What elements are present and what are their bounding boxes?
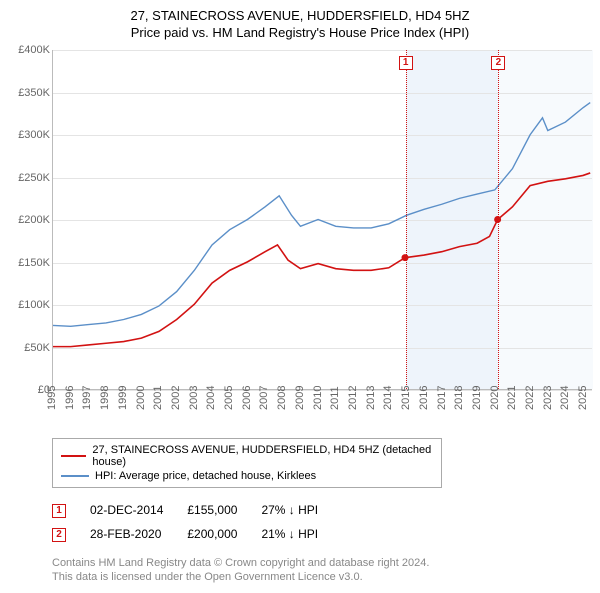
sale-delta: 21% ↓ HPI: [261, 522, 342, 546]
sale-date: 02-DEC-2014: [90, 498, 187, 522]
x-tick-label: 2010: [312, 386, 324, 410]
x-tick-label: 2019: [471, 386, 483, 410]
legend-swatch: [61, 455, 86, 457]
x-tick-label: 2005: [223, 386, 235, 410]
x-tick-label: 2004: [205, 386, 217, 410]
legend-row: 27, STAINECROSS AVENUE, HUDDERSFIELD, HD…: [61, 443, 433, 469]
x-tick-label: 2002: [170, 386, 182, 410]
x-tick-label: 2009: [294, 386, 306, 410]
sale-price: £155,000: [187, 498, 261, 522]
hpi-line: [53, 103, 590, 327]
x-tick-label: 2020: [489, 386, 501, 410]
footer-attribution: Contains HM Land Registry data © Crown c…: [52, 556, 592, 585]
x-tick-label: 2008: [276, 386, 288, 410]
x-tick-label: 2015: [400, 386, 412, 410]
x-tick-label: 2006: [241, 386, 253, 410]
x-tick-label: 1999: [117, 386, 129, 410]
chart-subtitle: Price paid vs. HM Land Registry's House …: [8, 25, 592, 40]
x-tick-label: 2000: [135, 386, 147, 410]
legend-swatch: [61, 475, 89, 477]
y-tick-label: £350K: [18, 87, 50, 99]
x-tick-label: 2025: [577, 386, 589, 410]
x-tick-label: 1998: [99, 386, 111, 410]
sale-row-marker: 2: [52, 528, 66, 542]
y-tick-label: £300K: [18, 129, 50, 141]
y-tick-label: £250K: [18, 172, 50, 184]
x-tick-label: 1997: [81, 386, 93, 410]
sale-row-marker: 1: [52, 504, 66, 518]
x-tick-label: 2001: [152, 386, 164, 410]
x-tick-label: 2022: [524, 386, 536, 410]
x-tick-label: 2023: [542, 386, 554, 410]
x-tick-label: 2011: [329, 386, 341, 410]
plot-region: 12: [52, 50, 592, 390]
legend-row: HPI: Average price, detached house, Kirk…: [61, 469, 433, 483]
y-tick-label: £100K: [18, 299, 50, 311]
y-tick-label: £200K: [18, 214, 50, 226]
y-tick-label: £400K: [18, 44, 50, 56]
x-tick-label: 2017: [436, 386, 448, 410]
x-axis-labels: 1995199619971998199920002001200220032004…: [52, 392, 592, 430]
sale-marker-line: [406, 50, 407, 389]
x-tick-label: 2021: [506, 386, 518, 410]
x-tick-label: 2014: [382, 386, 394, 410]
legend: 27, STAINECROSS AVENUE, HUDDERSFIELD, HD…: [52, 438, 442, 488]
chart-title: 27, STAINECROSS AVENUE, HUDDERSFIELD, HD…: [8, 8, 592, 23]
x-tick-label: 2018: [453, 386, 465, 410]
x-tick-label: 2012: [347, 386, 359, 410]
x-tick-label: 2007: [258, 386, 270, 410]
y-tick-label: £50K: [24, 342, 50, 354]
y-tick-label: £150K: [18, 257, 50, 269]
line-canvas: [53, 50, 592, 389]
x-tick-label: 2016: [418, 386, 430, 410]
sale-marker-box: 1: [399, 56, 413, 70]
x-tick-label: 2024: [559, 386, 571, 410]
table-row: 1 02-DEC-2014£155,00027% ↓ HPI: [52, 498, 342, 522]
sales-table: 1 02-DEC-2014£155,00027% ↓ HPI 2 28-FEB-202…: [52, 498, 342, 546]
sale-marker-line: [498, 50, 499, 389]
footer-line-1: Contains HM Land Registry data © Crown c…: [52, 556, 592, 570]
x-tick-label: 2003: [188, 386, 200, 410]
property-line: [53, 173, 590, 347]
sale-marker-box: 2: [491, 56, 505, 70]
legend-label: 27, STAINECROSS AVENUE, HUDDERSFIELD, HD…: [92, 444, 433, 468]
sale-price: £200,000: [187, 522, 261, 546]
legend-label: HPI: Average price, detached house, Kirk…: [95, 470, 316, 482]
chart-area: £0£50K£100K£150K£200K£250K£300K£350K£400…: [8, 50, 592, 430]
footer-line-2: This data is licensed under the Open Gov…: [52, 570, 592, 584]
x-tick-label: 1996: [64, 386, 76, 410]
x-tick-label: 1995: [46, 386, 58, 410]
x-tick-label: 2013: [365, 386, 377, 410]
sale-date: 28-FEB-2020: [90, 522, 187, 546]
y-axis-labels: £0£50K£100K£150K£200K£250K£300K£350K£400…: [8, 50, 52, 390]
sale-delta: 27% ↓ HPI: [261, 498, 342, 522]
table-row: 2 28-FEB-2020£200,00021% ↓ HPI: [52, 522, 342, 546]
